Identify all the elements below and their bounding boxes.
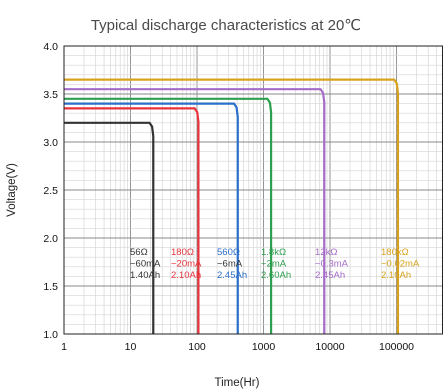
chart-title: Typical discharge characteristics at 20℃ bbox=[91, 17, 361, 34]
series-annotation-1: 1.40Ah bbox=[130, 270, 160, 281]
series-annotation-6: 2.10Ah bbox=[381, 270, 411, 281]
series-annotation-5: 2.45Ah bbox=[315, 270, 345, 281]
series-line-6 bbox=[64, 78, 400, 334]
series-line-5 bbox=[64, 88, 326, 334]
x-tick-label: 10000 bbox=[315, 341, 344, 353]
series-annotation-3: 2.45Ah bbox=[217, 270, 247, 281]
series-annotation-6: ~0.02mA bbox=[381, 259, 420, 270]
x-tick-label: 10 bbox=[125, 341, 137, 353]
series-annotation-4: 1.8kΩ bbox=[261, 247, 286, 258]
x-tick-label: 100000 bbox=[379, 341, 414, 353]
series-annotation-1: 56Ω bbox=[130, 247, 148, 258]
series-line-1 bbox=[64, 121, 155, 334]
series-annotation-2: 2.10Ah bbox=[171, 270, 201, 281]
x-tick-label: 1000 bbox=[252, 341, 276, 353]
x-tick-label: 100 bbox=[188, 341, 206, 353]
series-lines bbox=[64, 78, 400, 334]
y-axis-label: Voltage(V) bbox=[6, 163, 18, 217]
series-annotation-4: 2.60Ah bbox=[261, 270, 291, 281]
series-annotation-2: ~20mA bbox=[171, 259, 202, 270]
series-annotations: 56Ω~60mA1.40Ah180Ω~20mA2.10Ah560Ω~6mA2.4… bbox=[130, 247, 420, 281]
grid bbox=[63, 45, 443, 335]
tick-labels: 1 10 100 1000 10000 100000 1.0 1.5 2.0 2.5 3.0 3.5 4… bbox=[43, 41, 414, 353]
series-annotation-5: ~0.3mA bbox=[315, 259, 349, 270]
y-tick-label: 3.5 bbox=[43, 89, 58, 101]
y-tick-label: 2.0 bbox=[43, 233, 58, 245]
y-tick-label: 1.5 bbox=[43, 281, 58, 293]
y-tick-label: 1.0 bbox=[43, 329, 58, 341]
series-annotation-1: ~60mA bbox=[130, 259, 161, 270]
x-tick-label: 1 bbox=[61, 341, 67, 353]
y-tick-label: 3.0 bbox=[43, 137, 58, 149]
y-tick-label: 2.5 bbox=[43, 185, 58, 197]
series-annotation-6: 180kΩ bbox=[381, 247, 409, 258]
series-annotation-2: 180Ω bbox=[171, 247, 194, 258]
series-line-2 bbox=[64, 107, 200, 334]
series-line-3 bbox=[64, 102, 239, 334]
series-annotation-3: 560Ω bbox=[217, 247, 240, 258]
series-annotation-5: 12kΩ bbox=[315, 247, 337, 258]
y-tick-label: 4.0 bbox=[43, 41, 58, 53]
series-line-4 bbox=[64, 97, 273, 334]
series-annotation-4: ~2mA bbox=[261, 259, 287, 270]
series-annotation-3: ~6mA bbox=[217, 259, 243, 270]
x-axis-label: Time(Hr) bbox=[215, 377, 260, 389]
